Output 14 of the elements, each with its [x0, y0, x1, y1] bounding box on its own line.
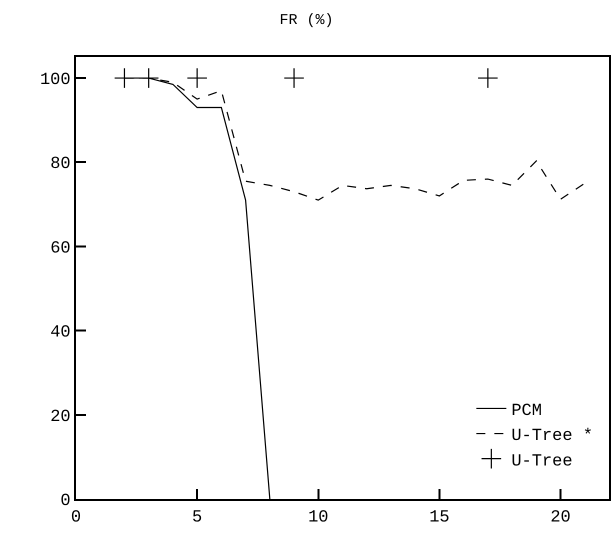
x-tick-label: 20 — [550, 508, 571, 528]
y-tick-label: 80 — [50, 155, 71, 174]
chart-title: FR (%) — [279, 12, 334, 30]
y-tick-label: 40 — [50, 324, 71, 343]
legend-label: PCM — [511, 402, 542, 422]
legend-label: U-Tree — [511, 452, 573, 472]
legend-label: U-Tree * — [511, 427, 593, 446]
y-tick-label: 60 — [50, 239, 71, 258]
y-tick-label: 20 — [50, 408, 71, 427]
y-tick-label: 100 — [40, 71, 71, 90]
x-tick-label: 10 — [308, 508, 328, 528]
y-tick-label: 0 — [60, 492, 71, 511]
x-tick-label: 5 — [192, 508, 202, 528]
x-tick-label: 15 — [429, 508, 450, 528]
